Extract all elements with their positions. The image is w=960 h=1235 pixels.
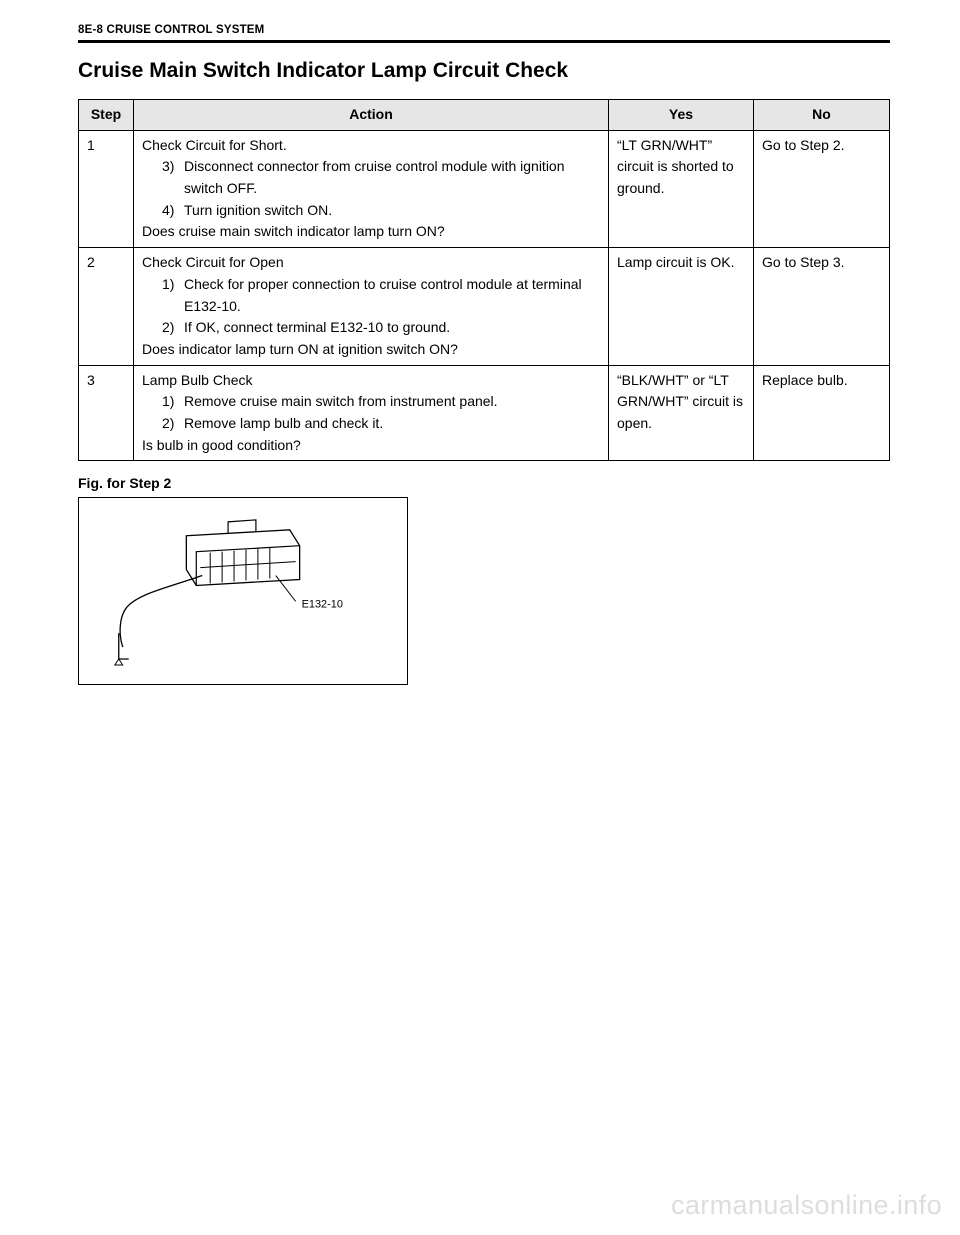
table-row: 1 Check Circuit for Short. 3) Disconnect…: [79, 130, 890, 247]
manual-page: 8E-8 CRUISE CONTROL SYSTEM Cruise Main S…: [0, 0, 960, 1235]
action-cell: Check Circuit for Short. 3) Disconnect c…: [134, 130, 609, 247]
item-number: 3): [162, 156, 174, 178]
item-text: If OK, connect terminal E132-10 to groun…: [184, 319, 450, 335]
table-row: 2 Check Circuit for Open 1) Check for pr…: [79, 248, 890, 365]
item-text: Disconnect connector from cruise control…: [184, 158, 565, 196]
col-action: Action: [134, 100, 609, 131]
figure-caption: Fig. for Step 2: [78, 475, 890, 491]
table-row: 3 Lamp Bulb Check 1) Remove cruise main …: [79, 365, 890, 461]
action-lead: Check Circuit for Open: [142, 252, 600, 274]
page-title: Cruise Main Switch Indicator Lamp Circui…: [78, 59, 890, 83]
action-item: 1) Check for proper connection to cruise…: [162, 274, 600, 317]
step-number: 1: [79, 130, 134, 247]
action-item: 2) If OK, connect terminal E132-10 to gr…: [162, 317, 600, 339]
col-yes: Yes: [609, 100, 754, 131]
action-lead: Check Circuit for Short.: [142, 135, 600, 157]
no-cell: Go to Step 2.: [754, 130, 890, 247]
item-text: Check for proper connection to cruise co…: [184, 276, 582, 314]
item-number: 2): [162, 413, 174, 435]
watermark-text: carmanualsonline.info: [671, 1190, 942, 1221]
action-question: Does indicator lamp turn ON at ignition …: [142, 339, 600, 361]
figure-callout-text: E132-10: [302, 599, 343, 611]
figure-box: E132-10: [78, 497, 408, 685]
action-cell: Check Circuit for Open 1) Check for prop…: [134, 248, 609, 365]
col-no: No: [754, 100, 890, 131]
connector-diagram-icon: E132-10: [79, 498, 407, 685]
col-step: Step: [79, 100, 134, 131]
action-question: Does cruise main switch indicator lamp t…: [142, 221, 600, 243]
running-head: 8E-8 CRUISE CONTROL SYSTEM: [78, 24, 890, 43]
no-cell: Go to Step 3.: [754, 248, 890, 365]
item-number: 2): [162, 317, 174, 339]
item-number: 1): [162, 274, 174, 296]
yes-cell: Lamp circuit is OK.: [609, 248, 754, 365]
action-lead: Lamp Bulb Check: [142, 370, 600, 392]
diagnostic-table: Step Action Yes No 1 Check Circuit for S…: [78, 99, 890, 461]
table-header-row: Step Action Yes No: [79, 100, 890, 131]
step-number: 3: [79, 365, 134, 461]
yes-cell: “BLK/WHT” or “LT GRN/WHT” circuit is ope…: [609, 365, 754, 461]
item-text: Turn ignition switch ON.: [184, 202, 332, 218]
item-number: 1): [162, 391, 174, 413]
action-item: 1) Remove cruise main switch from instru…: [162, 391, 600, 413]
item-text: Remove cruise main switch from instrumen…: [184, 393, 498, 409]
action-item: 4) Turn ignition switch ON.: [162, 200, 600, 222]
yes-cell: “LT GRN/WHT” circuit is shorted to groun…: [609, 130, 754, 247]
action-item: 2) Remove lamp bulb and check it.: [162, 413, 600, 435]
item-text: Remove lamp bulb and check it.: [184, 415, 383, 431]
action-question: Is bulb in good condition?: [142, 435, 600, 457]
step-number: 2: [79, 248, 134, 365]
action-item: 3) Disconnect connector from cruise cont…: [162, 156, 600, 199]
no-cell: Replace bulb.: [754, 365, 890, 461]
item-number: 4): [162, 200, 174, 222]
action-cell: Lamp Bulb Check 1) Remove cruise main sw…: [134, 365, 609, 461]
